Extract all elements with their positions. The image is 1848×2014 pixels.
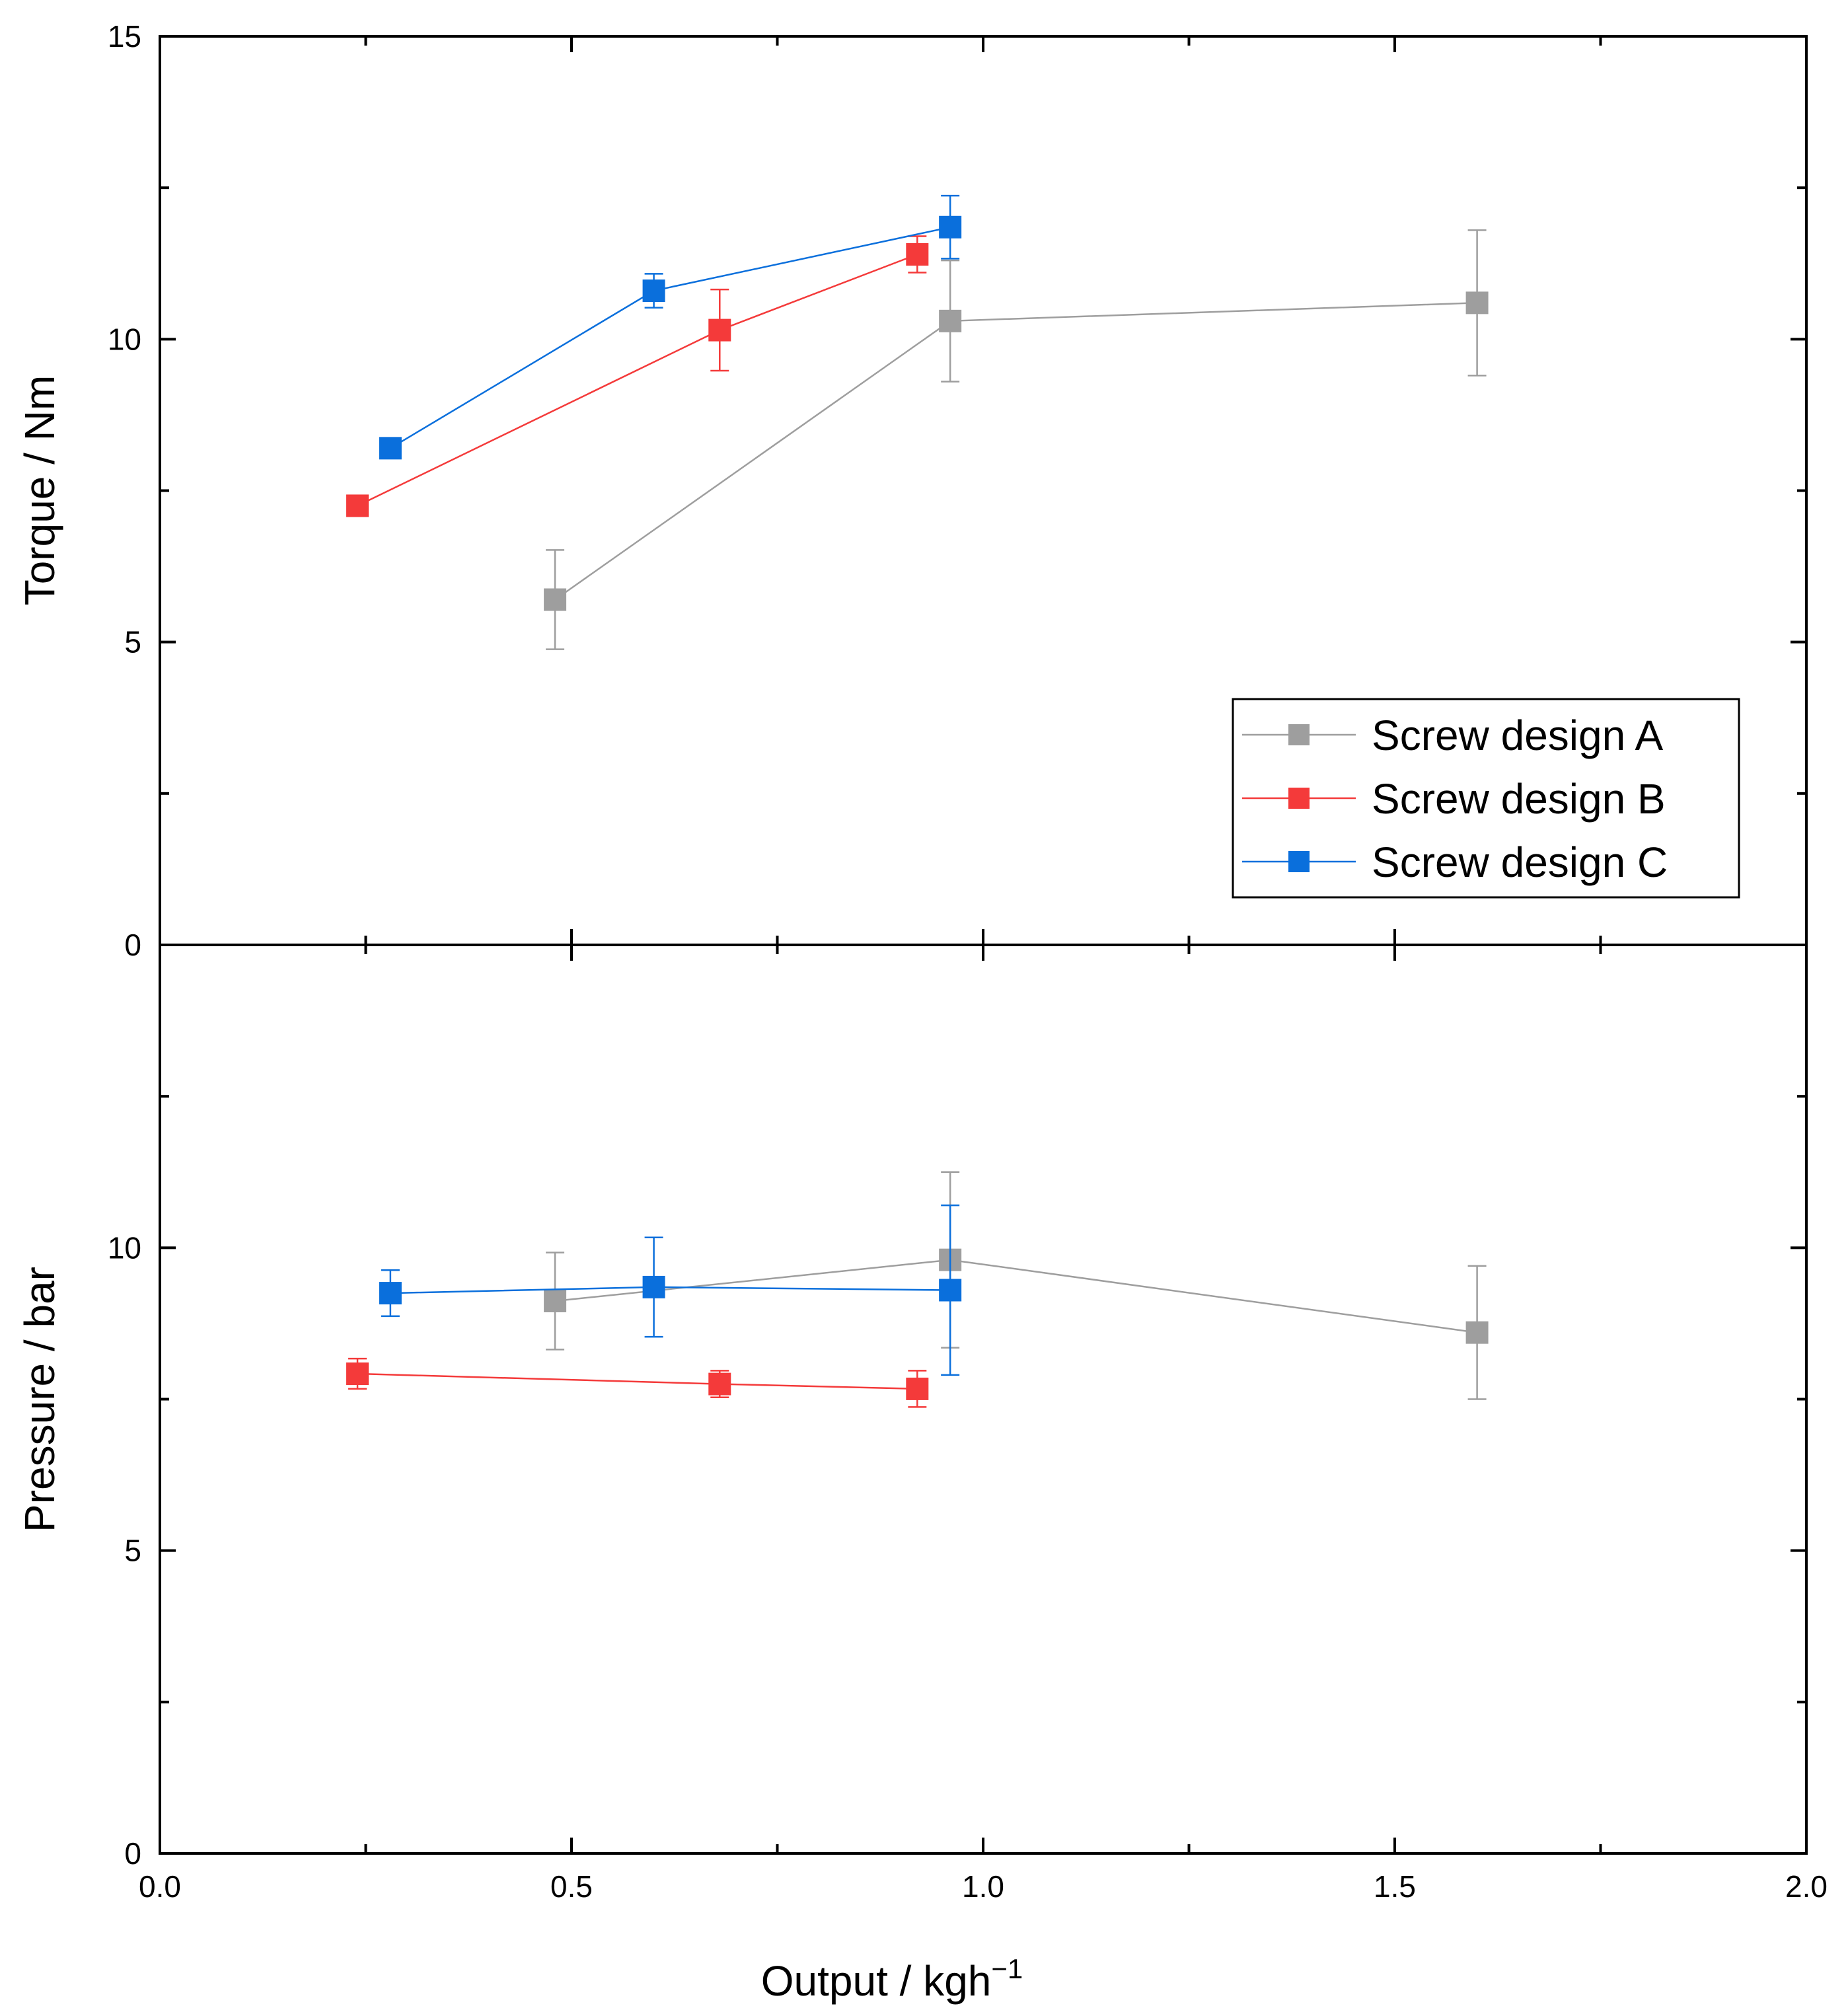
legend-screw-design-c-label: Screw design C: [1372, 839, 1668, 886]
output-xtick-label: 0.5: [550, 1869, 593, 1904]
output-xtick-label: 2.0: [1785, 1869, 1828, 1904]
legend-screw-design-a-label: Screw design A: [1372, 712, 1663, 759]
pressure-ytick-label: 10: [108, 1230, 141, 1265]
torque-ytick-label: 0: [124, 928, 141, 962]
pressure-screw-design-c-marker: [939, 1279, 962, 1302]
pressure-screw-design-b-marker: [708, 1372, 731, 1396]
torque-ytick-label: 15: [108, 19, 141, 54]
pressure-screw-design-a-marker: [1465, 1321, 1489, 1344]
output-axis-title: Output / kgh−1: [761, 1953, 1023, 2005]
legend-screw-design-b-marker: [1288, 788, 1310, 809]
torque-screw-design-a-marker: [1465, 291, 1489, 315]
output-xtick-label: 1.0: [962, 1869, 1004, 1904]
torque-axis-title: Torque / Nm: [16, 375, 63, 606]
output-xtick-label: 0.0: [139, 1869, 181, 1904]
pressure-panel: 0 5 10 0.0 0.5 1.0 1.5 2.0 Pressure / bar Outpu…: [16, 944, 1828, 2005]
output-axis-title-superscript: −1: [991, 1953, 1023, 1984]
legend-screw-design-c-marker: [1288, 851, 1310, 872]
pressure-ytick-label: 5: [124, 1534, 141, 1568]
torque-screw-design-c-marker: [939, 215, 962, 239]
pressure-ytick-label: 0: [124, 1836, 141, 1871]
pressure-screw-design-a-marker: [544, 1290, 567, 1312]
torque-screw-design-c-marker: [379, 437, 402, 460]
pressure-screw-design-c-marker: [379, 1282, 402, 1305]
output-xtick-label: 1.5: [1374, 1869, 1416, 1904]
pressure-screw-design-b-marker: [346, 1362, 369, 1385]
torque-screw-design-b-marker: [906, 243, 929, 266]
legend: Screw design A Screw design B Screw design…: [1232, 698, 1740, 899]
pressure-screw-design-c-marker: [642, 1275, 665, 1298]
pressure-axis-title: Pressure / bar: [16, 1267, 63, 1532]
torque-screw-design-a-marker: [939, 309, 962, 332]
torque-screw-design-b-marker: [346, 494, 369, 517]
legend-screw-design-a-marker: [1288, 724, 1310, 745]
output-axis-title-text: Output / kgh: [761, 1957, 992, 2005]
torque-ytick-label: 5: [124, 625, 141, 659]
torque-screw-design-a-marker: [544, 588, 567, 611]
torque-screw-design-b-marker: [708, 318, 731, 342]
torque-screw-design-c-marker: [642, 280, 665, 302]
pressure-screw-design-b-marker: [906, 1377, 929, 1400]
torque-ytick-label: 10: [108, 322, 141, 356]
legend-screw-design-b-label: Screw design B: [1372, 775, 1666, 823]
